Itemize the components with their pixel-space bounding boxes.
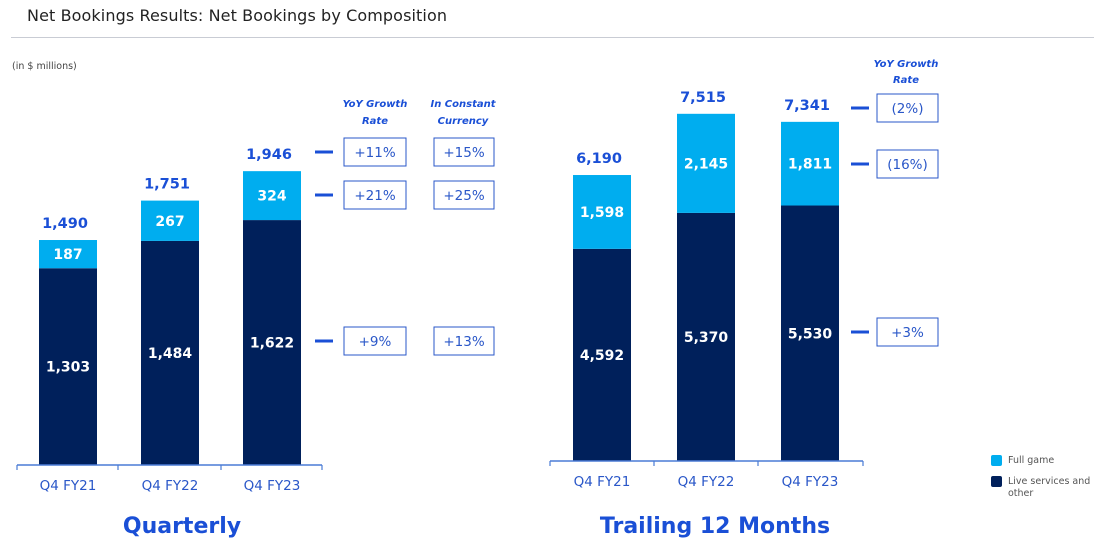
tick-label-quarterly: Q4 FY22	[142, 478, 199, 494]
bar-quarterly-live-services	[141, 240, 199, 465]
bar-ttm-full-game	[677, 113, 735, 213]
growth-header-quarterly: Currency	[438, 116, 489, 127]
tick-label-quarterly: Q4 FY23	[244, 478, 301, 494]
bar-ttm-live-services	[573, 248, 631, 461]
growth-box-quarterly	[343, 180, 407, 210]
growth-value-quarterly: +9%	[359, 334, 392, 350]
growth-header-ttm: YoY Growth	[874, 59, 939, 70]
growth-box-ttm	[876, 149, 939, 179]
growth-value-quarterly: +15%	[443, 145, 484, 161]
data-label-ttm-full-game: 1,811	[788, 157, 832, 173]
growth-value-quarterly: +21%	[354, 188, 395, 204]
chart-title-quarterly: Quarterly	[123, 514, 241, 539]
data-label-ttm-total: 7,515	[680, 90, 726, 106]
data-label-quarterly-full-game: 324	[257, 189, 286, 205]
chart-title-ttm: Trailing 12 Months	[600, 514, 830, 539]
bar-ttm-live-services	[781, 205, 839, 461]
bar-ttm-full-game	[573, 175, 631, 249]
growth-box-quarterly	[433, 137, 495, 167]
legend-label: Live services and other	[1008, 476, 1091, 499]
tick-label-ttm: Q4 FY22	[678, 474, 735, 490]
growth-value-quarterly: +11%	[354, 145, 395, 161]
bar-ttm-full-game	[781, 121, 839, 206]
unit-note: (in $ millions)	[12, 61, 77, 72]
data-label-ttm-total: 7,341	[784, 98, 830, 114]
data-label-quarterly-total: 1,946	[246, 147, 292, 163]
growth-header-quarterly: In Constant	[430, 99, 496, 110]
data-label-ttm-live-services: 4,592	[580, 348, 624, 364]
growth-value-quarterly: +13%	[443, 334, 484, 350]
growth-header-quarterly: YoY Growth	[343, 99, 408, 110]
data-label-quarterly-full-game: 187	[53, 247, 82, 263]
growth-box-quarterly	[433, 180, 495, 210]
bar-quarterly-live-services	[243, 220, 301, 465]
data-label-quarterly-live-services: 1,622	[250, 336, 294, 352]
title-divider	[11, 37, 1094, 38]
bar-quarterly-full-game	[243, 171, 301, 221]
growth-box-quarterly	[433, 326, 495, 356]
growth-box-quarterly	[343, 326, 407, 356]
bar-ttm-live-services	[677, 212, 735, 461]
growth-value-ttm: (16%)	[887, 157, 928, 173]
tick-label-ttm: Q4 FY23	[782, 474, 839, 490]
legend-swatch-live-services	[991, 476, 1002, 487]
data-label-quarterly-live-services: 1,303	[46, 360, 90, 376]
growth-box-ttm	[876, 317, 939, 347]
data-label-quarterly-full-game: 267	[155, 214, 184, 230]
data-label-quarterly-live-services: 1,484	[148, 346, 193, 362]
growth-header-ttm: Rate	[893, 75, 919, 86]
page-title: Net Bookings Results: Net Bookings by Co…	[27, 6, 448, 25]
data-label-quarterly-total: 1,490	[42, 216, 88, 232]
tick-label-ttm: Q4 FY21	[574, 474, 631, 490]
growth-value-ttm: (2%)	[892, 101, 924, 117]
data-label-ttm-live-services: 5,370	[684, 330, 729, 346]
data-label-ttm-full-game: 2,145	[684, 156, 728, 172]
data-label-ttm-full-game: 1,598	[580, 205, 624, 221]
growth-box-ttm	[876, 93, 939, 123]
bar-quarterly-full-game	[141, 200, 199, 241]
growth-value-quarterly: +25%	[443, 188, 484, 204]
tick-label-quarterly: Q4 FY21	[40, 478, 97, 494]
bar-quarterly-live-services	[39, 268, 97, 465]
legend-swatch-full-game	[991, 455, 1002, 466]
growth-box-quarterly	[343, 137, 407, 167]
bar-quarterly-full-game	[39, 240, 97, 269]
growth-value-ttm: +3%	[891, 325, 924, 341]
data-label-quarterly-total: 1,751	[144, 177, 190, 193]
data-label-ttm-total: 6,190	[576, 151, 622, 167]
data-label-ttm-live-services: 5,530	[788, 326, 833, 342]
growth-header-quarterly: Rate	[362, 116, 388, 127]
legend-label: Full game	[1008, 455, 1055, 466]
